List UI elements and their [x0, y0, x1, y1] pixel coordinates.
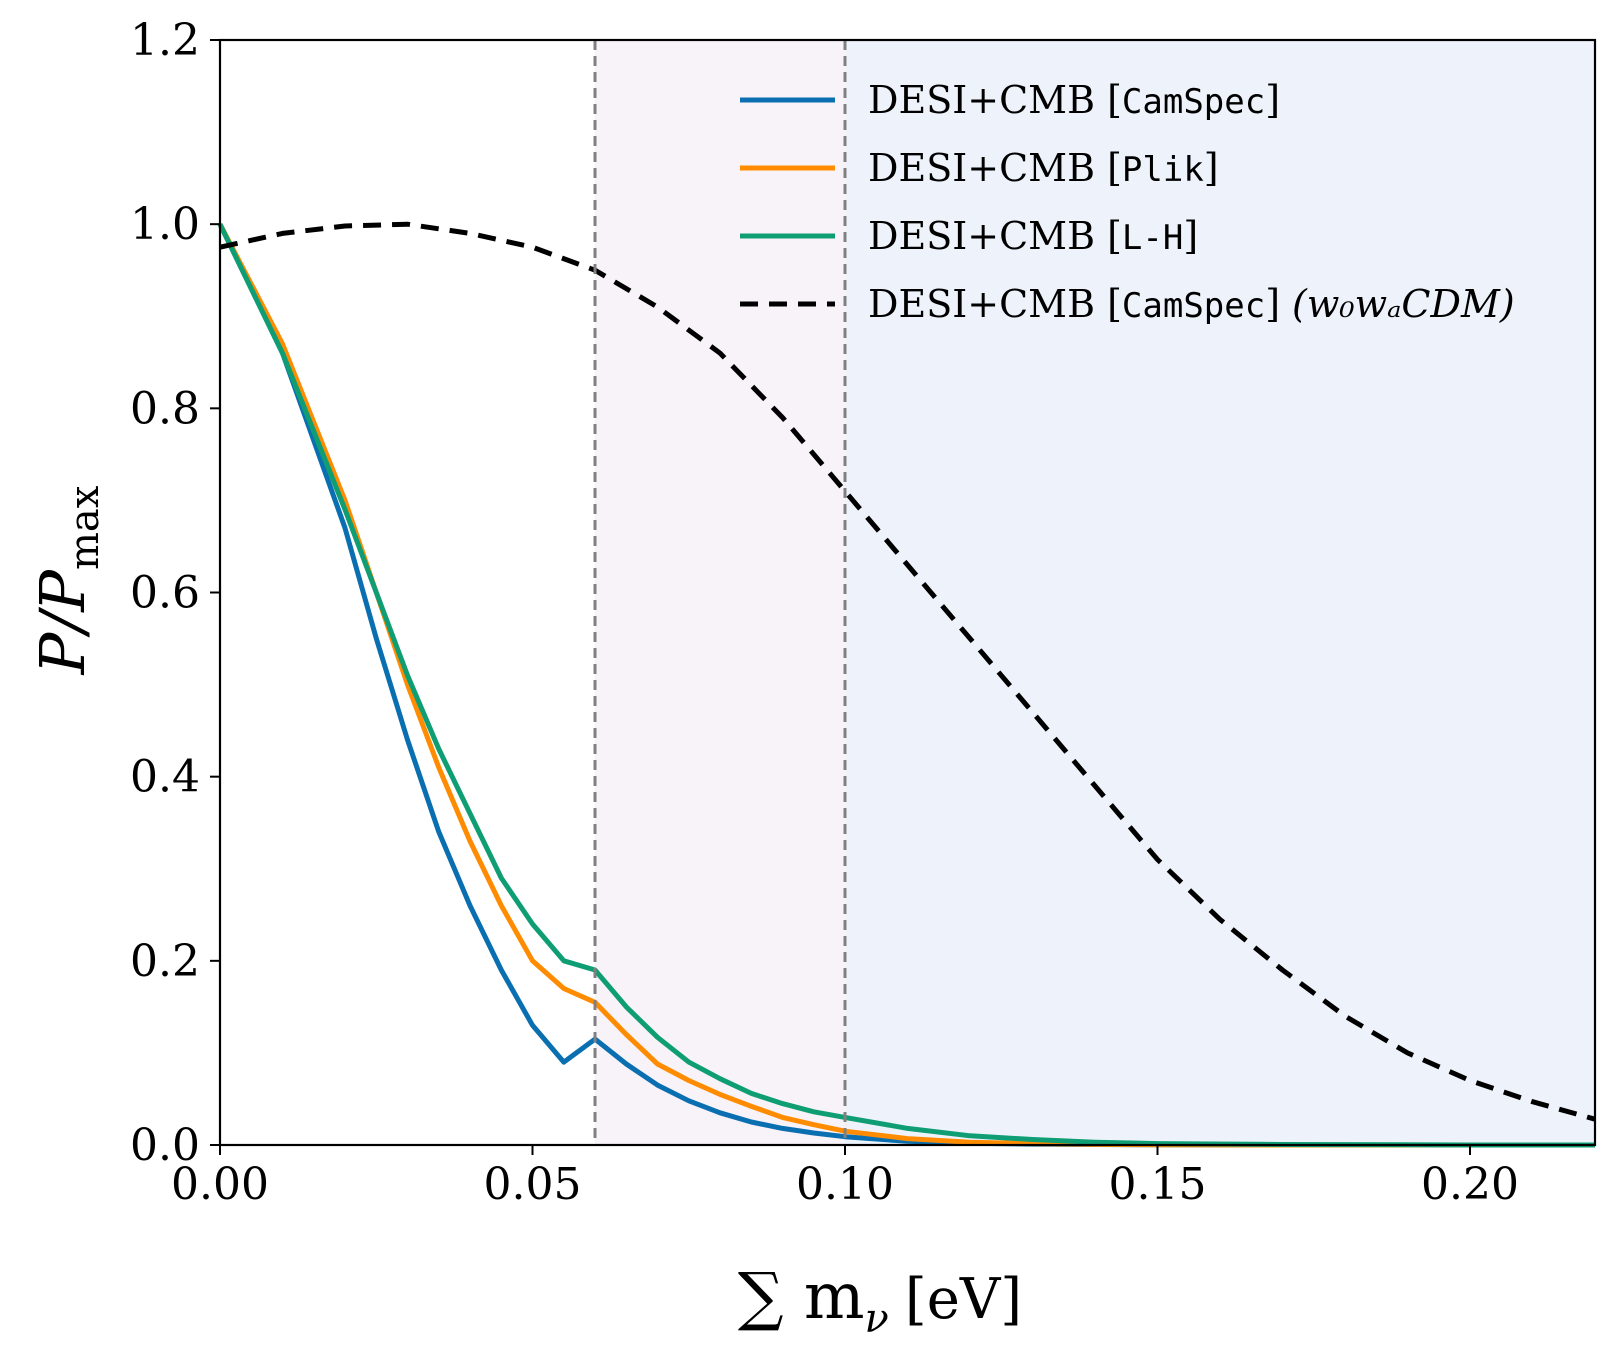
y-tick-label: 0.0 [130, 1120, 200, 1171]
y-axis-title: P/Pmax [26, 485, 108, 675]
y-tick-label: 0.2 [130, 936, 200, 987]
series-line-l-h [217, 223, 1595, 1148]
x-tick-label: 0.05 [484, 1159, 582, 1210]
legend-entry-1: DESI+CMB [Plik] [868, 146, 1219, 190]
shaded-regions [595, 40, 1595, 1145]
x-axis-title: ∑ mν [eV] [738, 1260, 1022, 1342]
y-tick-label: 0.4 [130, 752, 200, 803]
legend-entry-2: DESI+CMB [L-H] [868, 214, 1198, 258]
x-tick-label: 0.00 [171, 1159, 269, 1210]
y-tick-label: 0.8 [130, 383, 200, 434]
y-tick-label: 1.0 [130, 199, 200, 250]
x-tick-label: 0.20 [1421, 1159, 1519, 1210]
legend-entry-0: DESI+CMB [CamSpec] [868, 78, 1280, 122]
vertical-reference-lines [593, 40, 847, 1145]
x-tick-label: 0.10 [796, 1159, 894, 1210]
shaded-region-1 [845, 40, 1595, 1145]
series-line-camspec-w0wacdm [219, 221, 1596, 1122]
y-axis-ticks: 0.0 0.2 0.4 0.6 0.8 1.0 1.2 [130, 15, 220, 1171]
x-axis-ticks: 0.00 0.05 0.10 0.15 0.20 [171, 1145, 1519, 1210]
legend: DESI+CMB [CamSpec] DESI+CMB [Plik] DESI+CM… [740, 78, 1515, 326]
x-tick-label: 0.15 [1109, 1159, 1207, 1210]
y-tick-label: 0.6 [130, 568, 200, 619]
y-tick-label: 1.2 [130, 15, 200, 66]
legend-entry-3: DESI+CMB [CamSpec] (w₀wₐCDM) [868, 282, 1515, 326]
shaded-region-0 [595, 40, 845, 1145]
